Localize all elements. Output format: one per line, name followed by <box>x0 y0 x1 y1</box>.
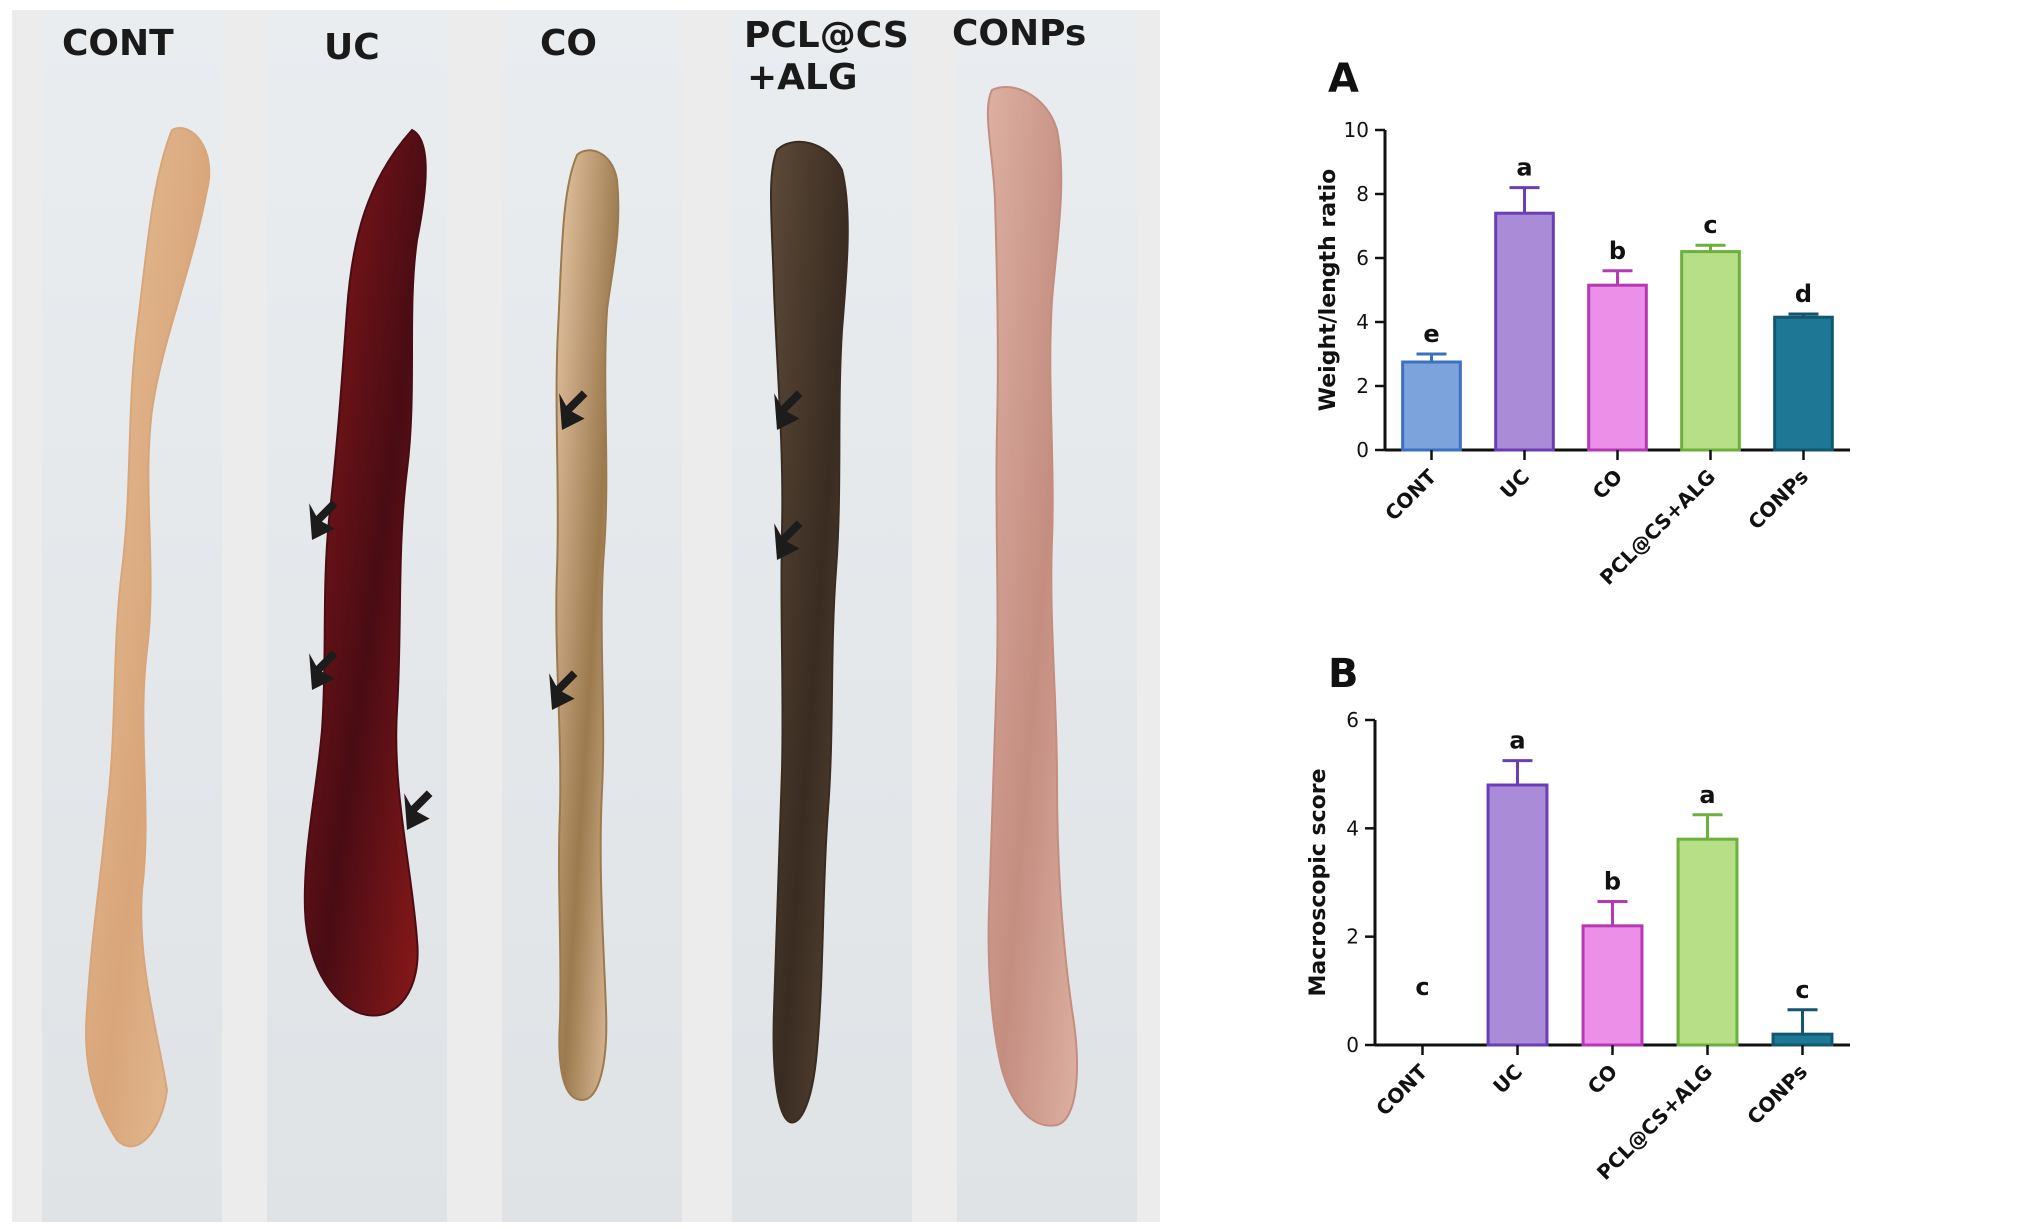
group-label-cont: CONT <box>62 23 174 64</box>
y-axis-label: Macroscopic score <box>1306 768 1331 996</box>
tissue-shape <box>85 127 211 1148</box>
significance-letter: e <box>1423 320 1439 348</box>
significance-letter: a <box>1699 781 1715 809</box>
lesion-arrow-icon <box>404 790 433 830</box>
y-tick-label: 0 <box>1346 1033 1359 1057</box>
tissue-strip-uc <box>267 10 447 1222</box>
tissue-strip-co <box>502 10 682 1222</box>
significance-letter: b <box>1609 237 1626 265</box>
significance-letter: b <box>1604 867 1621 895</box>
x-tick-label: UC <box>1495 465 1534 504</box>
y-tick-label: 6 <box>1346 708 1359 732</box>
panel-label: B <box>1328 651 1359 697</box>
y-tick-label: 10 <box>1344 118 1369 142</box>
tissue-strip-cont <box>42 10 222 1222</box>
bar-chart-b: 0246cCONTaUCbCOaPCL@CS+ALGcCONPsMacrosco… <box>1306 651 1850 1185</box>
colon-tissue-uc <box>303 128 433 1017</box>
group-label-pcl-cs: PCL@CS <box>744 15 909 56</box>
bar <box>1401 360 1462 452</box>
y-tick-label: 8 <box>1356 182 1369 206</box>
x-tick-label: CONT <box>1380 464 1441 525</box>
colon-tissue-pcl-cs-alg <box>770 140 849 1124</box>
lesion-arrow-icon <box>309 500 338 540</box>
significance-letter: a <box>1509 727 1525 755</box>
group-label-uc: UC <box>324 27 380 68</box>
lesion-arrow-icon <box>559 390 588 430</box>
bar <box>1680 250 1741 452</box>
colon-tissue-conps <box>986 85 1078 1127</box>
colon-tissue-cont <box>85 127 211 1148</box>
tissue-photo-panel: CONT UC CO PCL@CS +ALG CONPs <box>12 10 1160 1222</box>
panel-label: A <box>1328 56 1359 102</box>
y-tick-label: 0 <box>1356 438 1369 462</box>
significance-letter: d <box>1795 280 1812 308</box>
y-tick-label: 4 <box>1356 310 1369 334</box>
tissue-shape <box>770 140 849 1124</box>
x-tick-label: CO <box>1583 1060 1622 1099</box>
bar-chart-a: 0246810eCONTaUCbCOcPCL@CS+ALGdCONPsWeigh… <box>1316 56 1850 590</box>
significance-letter: c <box>1415 973 1429 1001</box>
x-tick-label: CONPs <box>1743 465 1813 535</box>
lesion-arrow-icon <box>309 650 338 690</box>
y-tick-label: 6 <box>1356 246 1369 270</box>
lesion-arrow-icon <box>549 670 578 710</box>
bar <box>1587 283 1648 452</box>
y-tick-label: 2 <box>1356 374 1369 398</box>
bar <box>1581 924 1644 1047</box>
y-tick-label: 2 <box>1346 925 1359 949</box>
y-axis-label: Weight/length ratio <box>1316 169 1341 411</box>
tissue-shape <box>555 149 620 1102</box>
group-label-conps: CONPs <box>952 13 1087 54</box>
y-tick-label: 4 <box>1346 816 1359 840</box>
tissue-strip-conps <box>957 10 1137 1222</box>
bar <box>1494 211 1555 452</box>
tissue-strip-pcl-cs-alg <box>732 10 912 1222</box>
bar <box>1676 837 1739 1047</box>
x-tick-label: CO <box>1588 465 1627 504</box>
significance-letter: a <box>1516 154 1532 182</box>
x-tick-label: CONT <box>1371 1059 1432 1120</box>
tissue-shape <box>986 85 1078 1127</box>
tissue-shape <box>303 128 427 1017</box>
lesion-arrow-icon <box>774 520 803 560</box>
x-tick-label: CONPs <box>1742 1060 1812 1130</box>
significance-letter: c <box>1795 976 1809 1004</box>
group-label-alg: +ALG <box>747 57 858 98</box>
bar <box>1771 1032 1834 1047</box>
significance-letter: c <box>1703 211 1717 239</box>
group-label-co: CO <box>540 23 598 64</box>
bar <box>1486 783 1549 1047</box>
x-tick-label: UC <box>1488 1060 1527 1099</box>
colon-tissue-co <box>549 149 620 1102</box>
bar <box>1773 315 1834 452</box>
lesion-arrow-icon <box>774 390 803 430</box>
